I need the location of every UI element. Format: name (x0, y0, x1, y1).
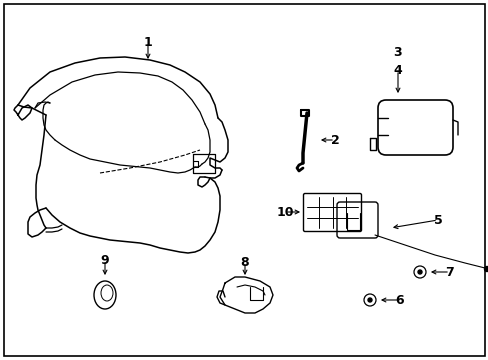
Text: 6: 6 (395, 293, 404, 306)
Circle shape (367, 298, 371, 302)
Text: 5: 5 (433, 213, 442, 226)
Circle shape (417, 270, 421, 274)
Text: 10: 10 (276, 206, 293, 219)
Text: 7: 7 (445, 266, 453, 279)
Text: 3: 3 (393, 45, 402, 59)
Circle shape (484, 266, 488, 271)
Text: 9: 9 (101, 253, 109, 266)
Text: 8: 8 (240, 256, 249, 269)
Text: 1: 1 (143, 36, 152, 49)
Text: 2: 2 (330, 134, 339, 147)
Text: 4: 4 (393, 63, 402, 77)
